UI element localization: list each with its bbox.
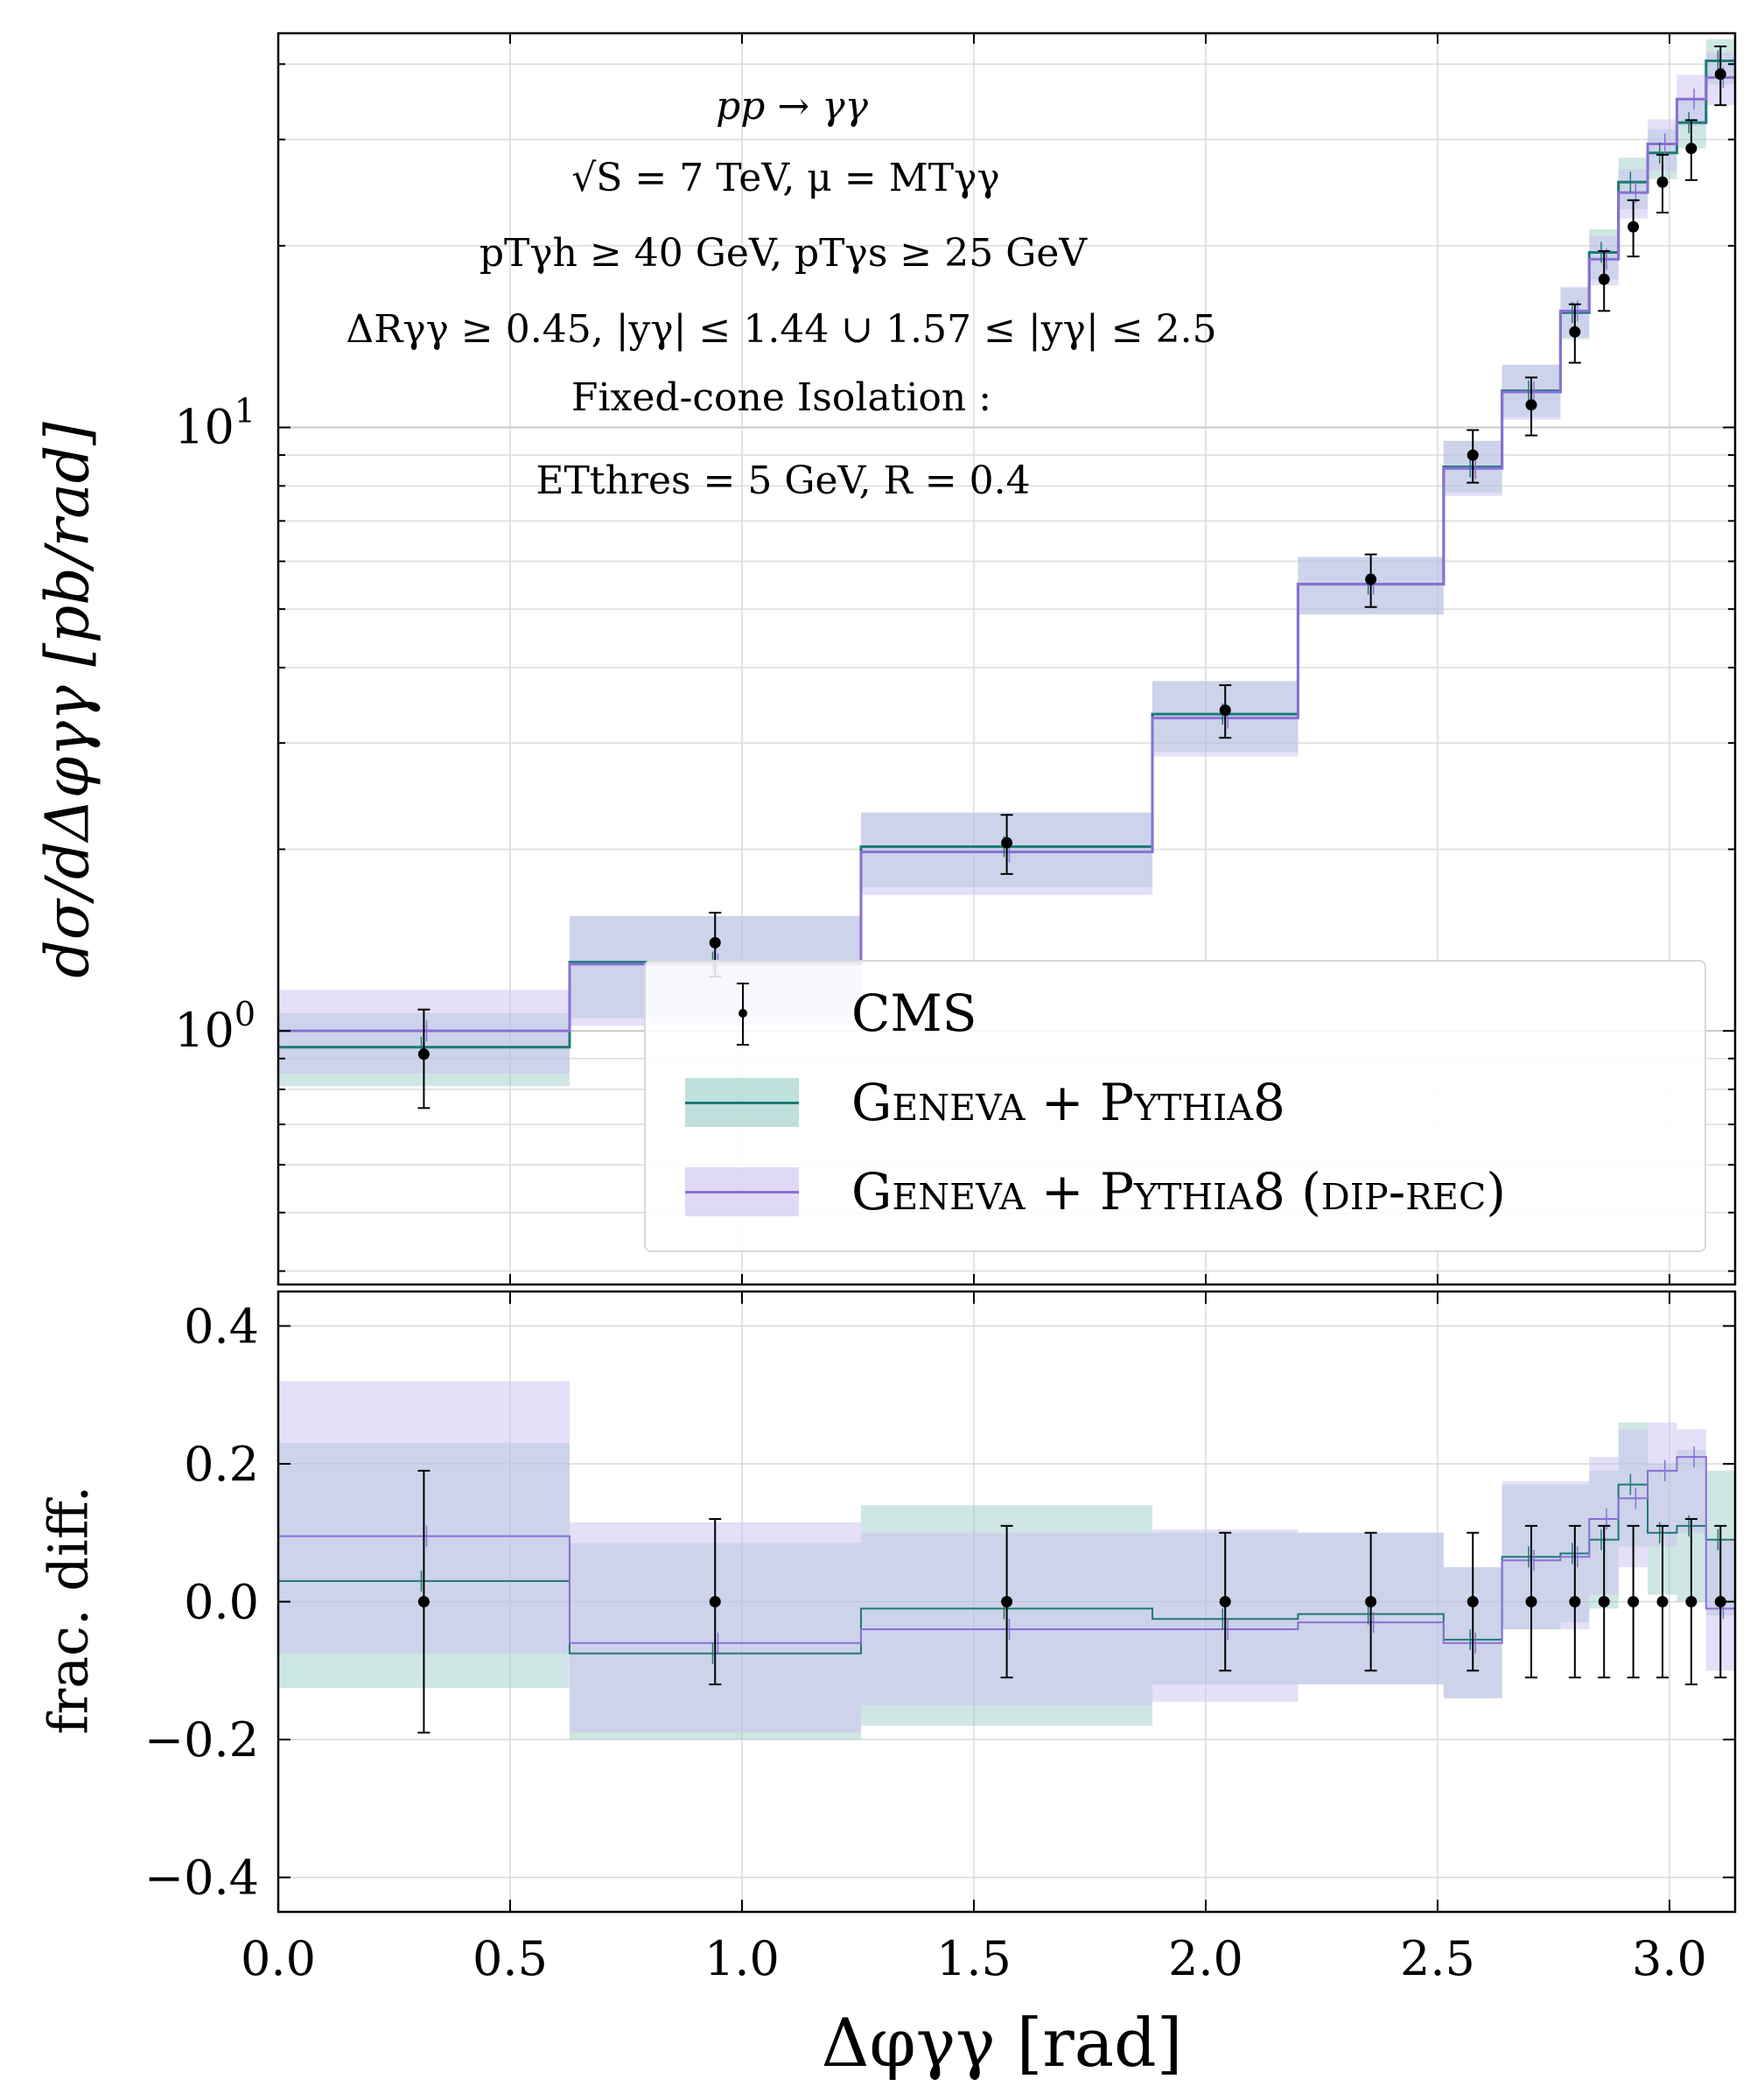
ratio-cms-point	[1365, 1596, 1377, 1607]
ratio-cms-point	[1656, 1596, 1669, 1607]
annotation-threshold: ETthres = 5 GeV, R = 0.4	[536, 458, 1031, 503]
ratio-cms-point	[1525, 1596, 1537, 1607]
main-cms-point	[1525, 399, 1537, 411]
ratio-cms-point	[1685, 1596, 1698, 1607]
ratio-cms-point	[1466, 1596, 1479, 1607]
ratio-cms-point	[1714, 1596, 1726, 1607]
legend-dip-rec-line	[685, 1191, 799, 1194]
ratio-cms-point	[1569, 1596, 1581, 1607]
main-ytick-label-1: 100	[174, 995, 256, 1058]
ratio-panel: −0.4 −0.2 0.0 0.2 0.4 0.0 0.5 1.0 1.5 2.0 2.5 3.0	[144, 1290, 1737, 1986]
legend-cms-marker	[738, 1009, 747, 1018]
legend-label-cms: CMS	[851, 984, 977, 1043]
legend-geneva-line	[685, 1102, 799, 1104]
main-cms-point	[1466, 449, 1479, 461]
ratio-cms-point	[709, 1596, 721, 1607]
xtick-label: 0.5	[472, 1931, 548, 1986]
xtick-label: 0.0	[241, 1931, 316, 1986]
main-cms-point	[1714, 68, 1726, 80]
xtick-label: 2.0	[1168, 1931, 1243, 1986]
ratio-ytick-label: 0.0	[184, 1575, 259, 1630]
ratio-ytick-label: −0.2	[144, 1712, 259, 1768]
main-frame	[276, 32, 1737, 1286]
ratio-cms-point	[1598, 1596, 1610, 1607]
main-ytick-label-10: 101	[174, 392, 256, 455]
annotation-pt-cuts: pTγh ≥ 40 GeV, pTγs ≥ 25 GeV	[479, 231, 1088, 276]
legend-cms-cap-bottom	[737, 1044, 749, 1046]
main-cms-point	[1656, 176, 1669, 188]
ratio-cms-point	[1628, 1596, 1640, 1607]
annotation-energy: √S = 7 TeV, μ = MTγγ	[571, 156, 1000, 200]
main-ticks: 100 101	[174, 33, 1735, 1284]
xtick-label: 1.5	[936, 1931, 1012, 1986]
main-ytick-label-1-exponent: 0	[234, 995, 256, 1033]
legend-entry-geneva: Geneva + Pythia8	[663, 1063, 1687, 1142]
main-cms-point	[417, 1048, 430, 1060]
ratio-ytick-label: 0.2	[184, 1437, 259, 1492]
legend-label-dip-rec: Geneva + Pythia8 (dip-rec)	[851, 1162, 1506, 1222]
ratio-ticks: −0.4 −0.2 0.0 0.2 0.4 0.0 0.5 1.0 1.5 2.0 2.5 3.0	[144, 1292, 1735, 1986]
main-cms-point	[1598, 273, 1610, 285]
ratio-dip-rec-band-bin	[1676, 1429, 1706, 1533]
annotation-process: pp → γγ	[716, 84, 868, 129]
xtick-label: 1.0	[704, 1931, 780, 1986]
ratio-cms-point	[1219, 1596, 1231, 1607]
main-cms-point	[1365, 573, 1377, 585]
legend-entry-cms: CMS	[663, 974, 1687, 1053]
main-cms-point	[1569, 326, 1581, 338]
xtick-label: 3.0	[1632, 1931, 1707, 1986]
main-cms-point	[1628, 220, 1640, 233]
ratio-dip-rec-step-line	[278, 1456, 1735, 1644]
xtick-label: 2.5	[1400, 1931, 1475, 1986]
main-cms-point	[1001, 836, 1013, 849]
ratio-cms-point	[1001, 1596, 1013, 1607]
annotation-isolation: Fixed-cone Isolation :	[570, 375, 992, 420]
ratio-ytick-label: 0.4	[184, 1298, 259, 1354]
legend-cms-cap-top	[737, 983, 749, 984]
annotation-rapidity-cuts: ΔRγγ ≥ 0.45, |yγ| ≤ 1.44 ∪ 1.57 ≤ |yγ| ≤…	[346, 307, 1217, 352]
legend: CMS Geneva + Pythia8 Geneva + Pythia8 (d…	[644, 960, 1706, 1252]
y-axis-label-ratio: frac. diff.	[36, 1485, 101, 1735]
main-cms-point	[1685, 143, 1698, 155]
y-axis-label-main: dσ/dΔφγγ [pb/rad]	[33, 422, 103, 978]
legend-entry-dip-rec: Geneva + Pythia8 (dip-rec)	[663, 1152, 1687, 1231]
x-axis-label: Δφγγ [rad]	[821, 2004, 1183, 2082]
main-geneva-step-line	[278, 60, 1735, 1049]
ratio-cms-point	[417, 1596, 430, 1607]
main-cms-point	[1219, 704, 1231, 717]
main-ytick-label-10-exponent: 1	[234, 392, 256, 430]
main-cms-point	[709, 936, 721, 948]
legend-label-geneva: Geneva + Pythia8	[851, 1073, 1285, 1132]
ratio-ytick-label: −0.4	[144, 1851, 259, 1906]
